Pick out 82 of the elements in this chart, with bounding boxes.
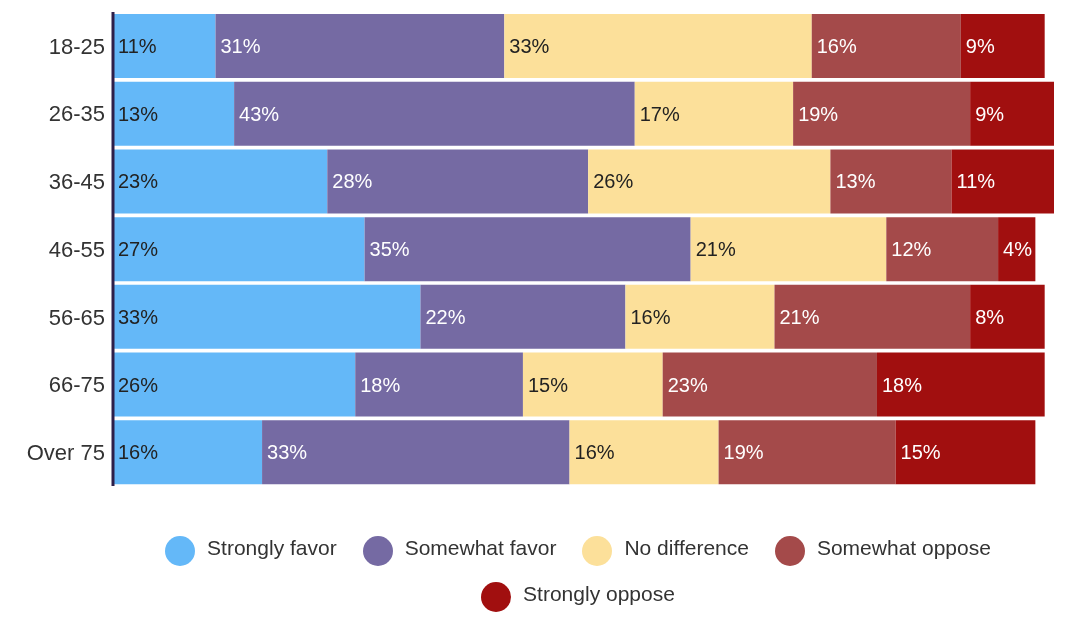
y-tick-label: 46-55 (48, 236, 105, 262)
bar (886, 217, 999, 282)
data-label: 31% (220, 35, 261, 57)
bar (588, 149, 831, 214)
bar (690, 217, 887, 282)
bar (774, 284, 971, 349)
data-label: 17% (639, 102, 680, 125)
bar (234, 81, 635, 146)
bar (113, 352, 356, 417)
data-label: 21% (779, 305, 820, 328)
y-tick-label: 26-35 (48, 101, 105, 127)
data-label: 19% (798, 102, 839, 125)
data-label: 26% (118, 373, 159, 396)
bar (355, 352, 523, 417)
data-label: 8% (975, 305, 1005, 328)
data-label: 18% (360, 373, 401, 396)
y-tick-label: Over 75 (26, 439, 105, 465)
legend-label: Strongly oppose (523, 582, 675, 605)
bar (262, 420, 570, 485)
bar (364, 217, 691, 282)
bar (951, 149, 1054, 214)
data-label: 28% (332, 170, 373, 193)
bar (420, 284, 626, 349)
data-label: 33% (509, 35, 550, 57)
data-label: 16% (816, 35, 858, 57)
data-label: 22% (425, 305, 466, 328)
data-label: 12% (891, 238, 932, 261)
data-label: 15% (900, 441, 941, 464)
data-label: 16% (118, 441, 159, 464)
legend-label: Somewhat favor (404, 536, 557, 559)
data-label: 15% (527, 373, 569, 396)
bar (113, 14, 216, 78)
bar (830, 149, 952, 214)
bar (634, 81, 794, 146)
y-tick-label: 18-25 (48, 33, 105, 59)
data-label: 11% (956, 170, 996, 193)
y-tick-label: 66-75 (48, 372, 105, 398)
bar (960, 14, 1045, 78)
bar (793, 81, 971, 146)
bar (113, 217, 365, 282)
bar (811, 14, 961, 78)
bar (522, 352, 663, 417)
data-label: 23% (118, 170, 159, 193)
data-label: 21% (695, 238, 736, 261)
data-label: 18% (881, 373, 923, 396)
bar (625, 284, 775, 349)
data-label: 35% (369, 238, 410, 261)
bar (895, 420, 1036, 485)
bar (113, 149, 328, 214)
bar (718, 420, 896, 485)
bar (504, 14, 812, 78)
y-tick-label: 56-65 (48, 304, 105, 330)
data-label: 9% (975, 102, 1005, 125)
data-label: 19% (723, 441, 764, 464)
data-label: 26% (593, 170, 634, 193)
legend-label: No difference (624, 536, 749, 559)
bar (662, 352, 877, 417)
bar (970, 81, 1054, 146)
data-label: 16% (630, 305, 671, 328)
bar (970, 284, 1045, 349)
data-label: 27% (118, 238, 159, 261)
data-label: 16% (574, 441, 615, 464)
data-label: 11% (118, 35, 157, 57)
bar (113, 420, 263, 485)
bar (113, 284, 421, 349)
data-label: 13% (118, 102, 159, 125)
bar (327, 149, 589, 214)
data-label: 23% (667, 373, 708, 396)
data-label: 13% (835, 170, 876, 193)
bar (876, 352, 1045, 417)
data-label: 43% (239, 102, 280, 125)
data-label: 4% (1003, 238, 1033, 261)
bar (215, 14, 505, 78)
y-tick-label: 36-45 (48, 169, 105, 195)
data-label: 9% (965, 35, 995, 57)
data-label: 33% (267, 441, 308, 464)
data-label: 33% (118, 305, 159, 328)
legend-label: Somewhat oppose (816, 536, 991, 559)
legend-label: Strongly favor (207, 536, 337, 559)
bar (113, 81, 235, 146)
bar (569, 420, 719, 485)
bar (998, 217, 1036, 282)
